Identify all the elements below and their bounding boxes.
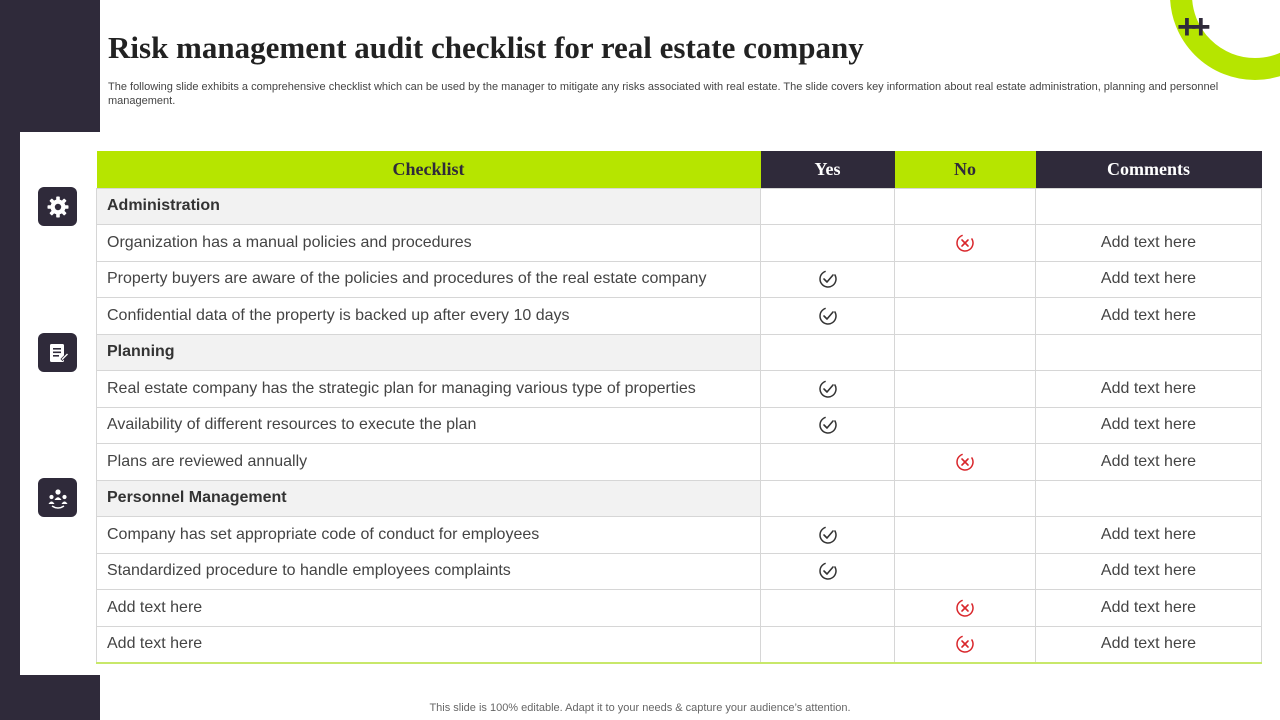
comment-cell: Add text here [1035,516,1262,554]
no-cell [894,516,1036,554]
yes-cell [760,333,895,371]
comment-cell: Add text here [1035,260,1262,298]
comment-cell: Add text here [1035,589,1262,627]
section-label: Personnel Management [96,479,761,517]
cross-icon [955,234,975,252]
yes-cell [760,589,895,627]
cross-icon [955,599,975,617]
yes-cell [760,443,895,481]
table-row: Add text here Add text here [96,589,1262,627]
yes-cell [760,297,895,335]
comment-cell: Add text here [1035,370,1262,408]
no-cell [894,552,1036,590]
table-row: Organization has a manual policies and p… [96,224,1262,262]
no-cell [894,224,1036,262]
checklist-item-label: Availability of different resources to e… [96,406,761,444]
table-row: Standardized procedure to handle employe… [96,552,1262,590]
check-icon [818,270,838,288]
yes-cell [760,260,895,298]
yes-cell [760,370,895,408]
yes-cell [760,224,895,262]
no-cell [894,297,1036,335]
checklist-item-label: Property buyers are aware of the policie… [96,260,761,298]
checklist-item-label: Organization has a manual policies and p… [96,224,761,262]
checklist-item-label: Standardized procedure to handle employe… [96,552,761,590]
check-icon [818,526,838,544]
checklist-table: Checklist Yes No Comments Administration… [96,151,1262,664]
checklist-table-body: Administration Organization has a manual … [96,187,1262,664]
header-no: No [894,151,1036,188]
cross-icon [955,635,975,653]
comment-cell: Add text here [1035,224,1262,262]
comment-cell [1035,333,1262,371]
yes-cell [760,187,895,225]
section-row: Administration [96,187,1262,225]
header-comments: Comments [1035,151,1262,188]
comment-cell: Add text here [1035,406,1262,444]
no-cell [894,370,1036,408]
yes-cell [760,406,895,444]
comment-cell: Add text here [1035,443,1262,481]
yes-cell [760,552,895,590]
page-title: Risk management audit checklist for real… [108,30,864,65]
table-header-row: Checklist Yes No Comments [96,151,1262,188]
yes-cell [760,625,895,664]
yes-cell [760,516,895,554]
team-icon [38,478,77,517]
header-yes: Yes [760,151,895,188]
no-cell [894,260,1036,298]
table-row: Company has set appropriate code of cond… [96,516,1262,554]
footer-note: This slide is 100% editable. Adapt it to… [429,702,851,714]
check-icon [818,416,838,434]
table-row: Real estate company has the strategic pl… [96,370,1262,408]
table-row: Property buyers are aware of the policie… [96,260,1262,298]
gear-icon [38,187,77,226]
page-subtitle: The following slide exhibits a comprehen… [108,81,1219,107]
table-row: Plans are reviewed annually Add text here [96,443,1262,481]
section-row: Planning [96,333,1262,371]
comment-cell [1035,479,1262,517]
checklist-item-label: Plans are reviewed annually [96,443,761,481]
no-cell [894,406,1036,444]
comment-cell [1035,187,1262,225]
section-row: Personnel Management [96,479,1262,517]
no-cell [894,479,1036,517]
no-cell [894,589,1036,627]
table-row: Availability of different resources to e… [96,406,1262,444]
checklist-item-label: Add text here [96,625,761,664]
check-icon [818,380,838,398]
section-label: Planning [96,333,761,371]
no-cell [894,187,1036,225]
checklist-item-label: Company has set appropriate code of cond… [96,516,761,554]
plus-decoration: ++ [1177,8,1211,46]
section-label: Administration [96,187,761,225]
check-icon [818,307,838,325]
checklist-item-label: Real estate company has the strategic pl… [96,370,761,408]
comment-cell: Add text here [1035,552,1262,590]
checklist-item-label: Confidential data of the property is bac… [96,297,761,335]
comment-cell: Add text here [1035,297,1262,335]
header-checklist: Checklist [96,151,761,188]
no-cell [894,333,1036,371]
comment-cell: Add text here [1035,625,1262,664]
no-cell [894,443,1036,481]
document-icon [38,333,77,372]
checklist-item-label: Add text here [96,589,761,627]
check-icon [818,562,838,580]
table-row: Confidential data of the property is bac… [96,297,1262,335]
no-cell [894,625,1036,664]
yes-cell [760,479,895,517]
table-row: Add text here Add text here [96,625,1262,664]
cross-icon [955,453,975,471]
